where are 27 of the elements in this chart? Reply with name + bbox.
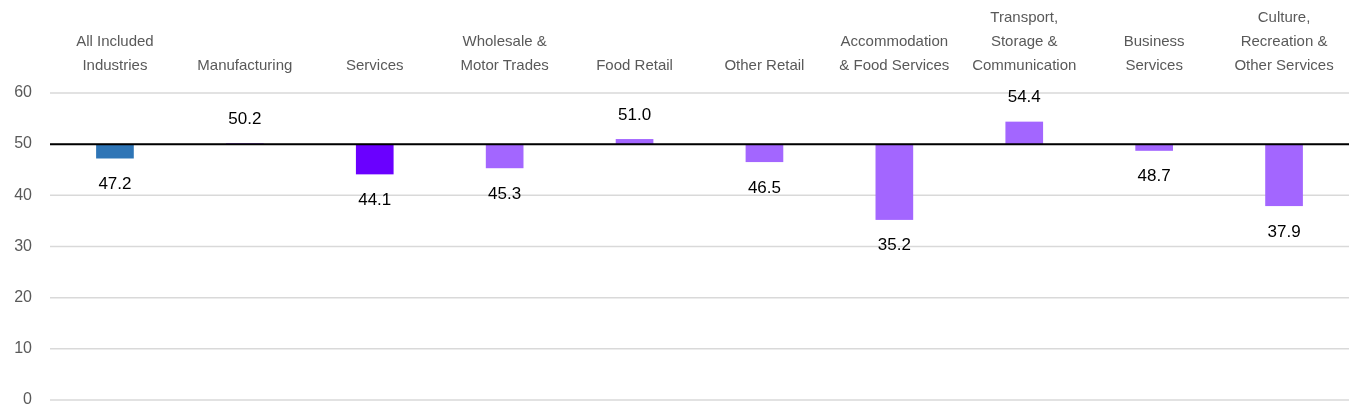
x-tick-label: Accommodation & Food Services bbox=[839, 31, 950, 73]
data-label: 46.5 bbox=[747, 177, 781, 197]
x-tick-label: Services bbox=[345, 55, 404, 73]
y-tick-label: 40 bbox=[14, 185, 33, 203]
data-label: 45.3 bbox=[488, 183, 522, 203]
data-label: 54.4 bbox=[1007, 87, 1041, 107]
data-label: 51.0 bbox=[618, 104, 652, 124]
x-tick-label: All Included Industries bbox=[76, 31, 154, 73]
y-tick-label: 0 bbox=[23, 390, 33, 408]
x-tick-label: Transport, Storage & Communication bbox=[972, 7, 1077, 73]
y-tick-label: 50 bbox=[14, 134, 33, 152]
x-tick-label: Culture, Recreation & Other Services bbox=[1234, 7, 1334, 73]
x-tick-label: Wholesale & Motor Trades bbox=[460, 31, 549, 73]
data-label: 37.9 bbox=[1267, 221, 1301, 241]
data-label: 44.1 bbox=[358, 189, 392, 209]
data-label: 35.2 bbox=[877, 235, 911, 255]
data-label: 50.2 bbox=[228, 108, 262, 128]
y-tick-label: 60 bbox=[14, 83, 33, 101]
x-tick-label: Food Retail bbox=[596, 55, 673, 73]
data-label: 47.2 bbox=[98, 173, 132, 193]
data-label: 48.7 bbox=[1137, 166, 1171, 186]
x-tick-label: Other Retail bbox=[724, 55, 805, 73]
y-tick-label: 10 bbox=[14, 339, 33, 357]
x-tick-label: Business Services bbox=[1123, 31, 1185, 73]
y-tick-label: 30 bbox=[14, 236, 33, 254]
y-tick-label: 20 bbox=[14, 287, 33, 305]
x-tick-label: Manufacturing bbox=[197, 55, 293, 73]
